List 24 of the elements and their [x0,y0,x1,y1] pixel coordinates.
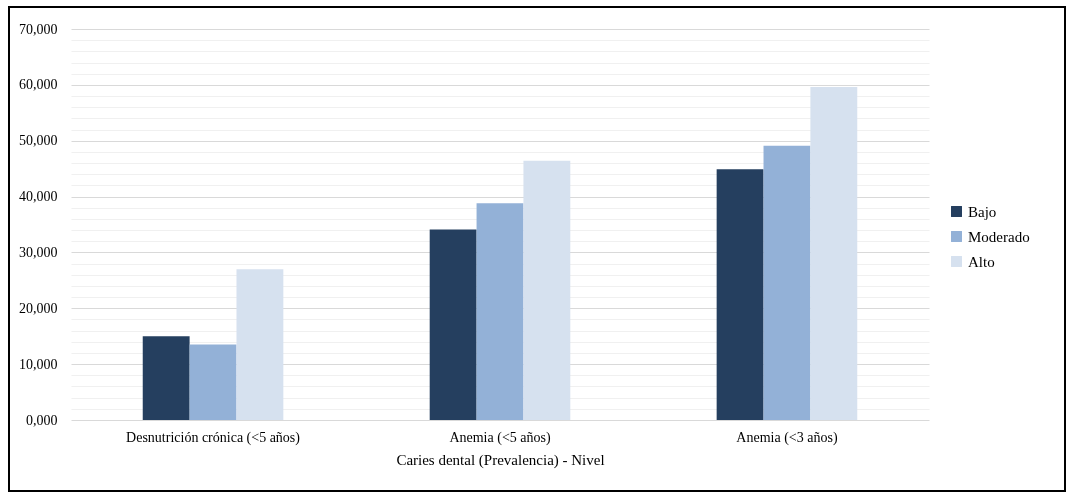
y-tick-label: 0,000 [26,412,58,428]
x-axis-title: Caries dental (Prevalencia) - Nivel [396,451,605,469]
bar [763,145,811,420]
bar [810,87,858,420]
bar [523,160,571,420]
x-tick-label: Anemia (<5 años) [449,429,551,446]
y-tick-label: 20,000 [19,300,58,316]
bar [142,336,190,420]
bar [476,203,524,420]
legend-label: Bajo [968,203,997,220]
bar [236,269,284,420]
y-tick-label: 70,000 [19,21,58,37]
y-tick-label: 50,000 [19,133,58,149]
bar [189,344,237,420]
x-tick-label: Anemia (<3 años) [736,429,838,446]
legend-label: Moderado [968,228,1030,245]
bar [716,169,764,420]
y-tick-label: 10,000 [19,356,58,372]
y-tick-label: 60,000 [19,77,58,93]
x-tick-label: Desnutrición crónica (<5 años) [126,429,301,446]
legend-label: Alto [968,253,995,270]
y-tick-label: 30,000 [19,244,58,260]
y-tick-label: 40,000 [19,189,58,205]
bar [429,229,477,420]
